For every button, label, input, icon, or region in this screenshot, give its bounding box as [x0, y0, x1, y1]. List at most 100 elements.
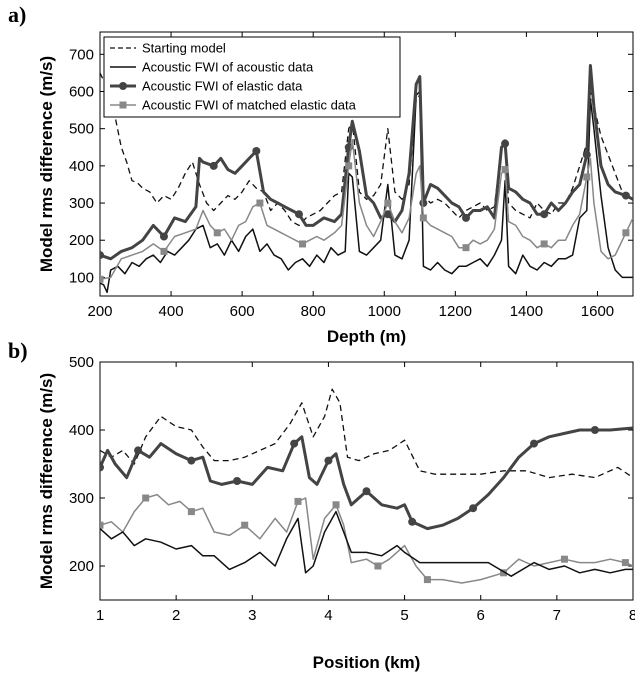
- data-point: [100, 251, 104, 260]
- x-tick-label: 800: [301, 303, 326, 320]
- data-point: [423, 576, 431, 584]
- data-point: [419, 214, 427, 222]
- data-point: [622, 229, 630, 237]
- y-tick-label: 700: [69, 46, 94, 63]
- data-point: [621, 559, 629, 567]
- x-tick-label: 8: [629, 607, 635, 624]
- data-point: [590, 426, 599, 434]
- data-point: [294, 210, 303, 219]
- data-point: [290, 439, 299, 448]
- x-tick-label: 1000: [368, 303, 401, 320]
- x-tick-label: 400: [159, 303, 184, 320]
- data-point: [187, 508, 195, 516]
- data-point: [324, 456, 333, 465]
- legend-entry: Acoustic FWI of acoustic data: [142, 60, 314, 75]
- data-point: [540, 240, 548, 248]
- panel-a: 200 400 600 800 1000 1200 1400 1600 100 200 300 400…: [8, 2, 634, 346]
- data-point: [462, 244, 470, 252]
- data-point: [461, 213, 470, 222]
- data-point: [621, 191, 630, 200]
- data-point: [501, 139, 510, 148]
- data-point: [100, 275, 104, 283]
- data-point: [582, 150, 591, 159]
- data-point: [408, 517, 417, 526]
- data-point: [252, 146, 261, 155]
- data-point: [500, 569, 508, 577]
- series-group: [100, 388, 633, 584]
- series-group: [100, 64, 633, 294]
- y-tick-label: 500: [69, 354, 94, 371]
- y-tick-label: 400: [69, 158, 94, 175]
- y-tick-label: 100: [69, 269, 94, 286]
- x-axis-label: Position (km): [313, 653, 421, 672]
- data-point: [469, 504, 478, 513]
- y-tick-label: 300: [69, 195, 94, 212]
- data-point: [345, 162, 353, 170]
- data-point: [256, 199, 264, 207]
- data-point: [299, 240, 307, 248]
- data-point: [530, 439, 539, 448]
- legend-entry: Acoustic FWI of matched elastic data: [142, 98, 357, 113]
- data-point: [583, 173, 591, 181]
- panel-b: 1 2 3 4 5 6 7 8 200 300 400 500 b) Position (km) Model…: [8, 338, 635, 672]
- data-point: [560, 555, 568, 563]
- data-point: [332, 501, 340, 509]
- series-line-acoustic-fwi-of-matched-elastic-data: [100, 493, 633, 584]
- panel-label: a): [8, 2, 26, 27]
- x-tick-label: 1400: [510, 303, 543, 320]
- data-point: [100, 463, 104, 472]
- series-line-acoustic-fwi-of-acoustic-data: [100, 90, 633, 294]
- legend-entry: Acoustic FWI of elastic data: [142, 79, 303, 94]
- data-point: [501, 166, 509, 174]
- series-line-acoustic-fwi-of-matched-elastic-data: [100, 139, 633, 281]
- series-line-starting-model: [100, 72, 633, 227]
- data-point: [384, 199, 392, 207]
- x-tick-label: 6: [477, 607, 485, 624]
- series-line-starting-model: [100, 388, 633, 479]
- data-point: [100, 521, 104, 529]
- y-tick-label: 200: [69, 558, 94, 575]
- legend: Starting model Acoustic FWI of acoustic d…: [103, 36, 401, 118]
- data-point: [362, 487, 371, 496]
- data-point: [160, 247, 168, 255]
- data-point: [159, 232, 168, 241]
- legend-box: [103, 36, 401, 118]
- axes-frame: [99, 31, 634, 297]
- x-tick-label: 5: [400, 607, 408, 624]
- x-tick-label: 7: [553, 607, 561, 624]
- y-tick-label: 500: [69, 121, 94, 138]
- data-point: [241, 521, 249, 529]
- x-tick-label: 1600: [581, 303, 614, 320]
- data-point: [540, 210, 549, 219]
- x-tick-label: 3: [248, 607, 256, 624]
- data-point: [383, 210, 392, 219]
- data-point: [187, 456, 196, 465]
- data-point: [213, 229, 221, 237]
- x-tick-label: 1200: [439, 303, 472, 320]
- data-point: [374, 562, 382, 570]
- legend-marker: [119, 82, 127, 90]
- x-tick-label: 600: [230, 303, 255, 320]
- y-tick-label: 200: [69, 232, 94, 249]
- data-point: [233, 477, 242, 485]
- legend-entry: Starting model: [142, 41, 226, 56]
- y-tick-label: 400: [69, 422, 94, 439]
- y-tick-label: 300: [69, 490, 94, 507]
- x-tick-label: 1: [96, 607, 104, 624]
- data-point: [209, 161, 218, 170]
- data-point: [142, 494, 150, 502]
- x-tick-label: 200: [87, 303, 112, 320]
- panel-label: b): [8, 338, 28, 363]
- data-point: [134, 446, 143, 455]
- y-tick-label: 600: [69, 83, 94, 100]
- series-line-acoustic-fwi-of-acoustic-data: [100, 510, 633, 577]
- legend-marker: [119, 101, 127, 109]
- y-axis-label: Model rms difference (m/s): [37, 56, 56, 272]
- x-axis-label: Depth (m): [327, 327, 406, 346]
- axes-frame: [99, 361, 634, 601]
- x-tick-label: 2: [172, 607, 180, 624]
- data-point: [294, 497, 302, 505]
- y-axis-label: Model rms difference (m/s): [37, 373, 56, 589]
- x-tick-label: 4: [324, 607, 332, 624]
